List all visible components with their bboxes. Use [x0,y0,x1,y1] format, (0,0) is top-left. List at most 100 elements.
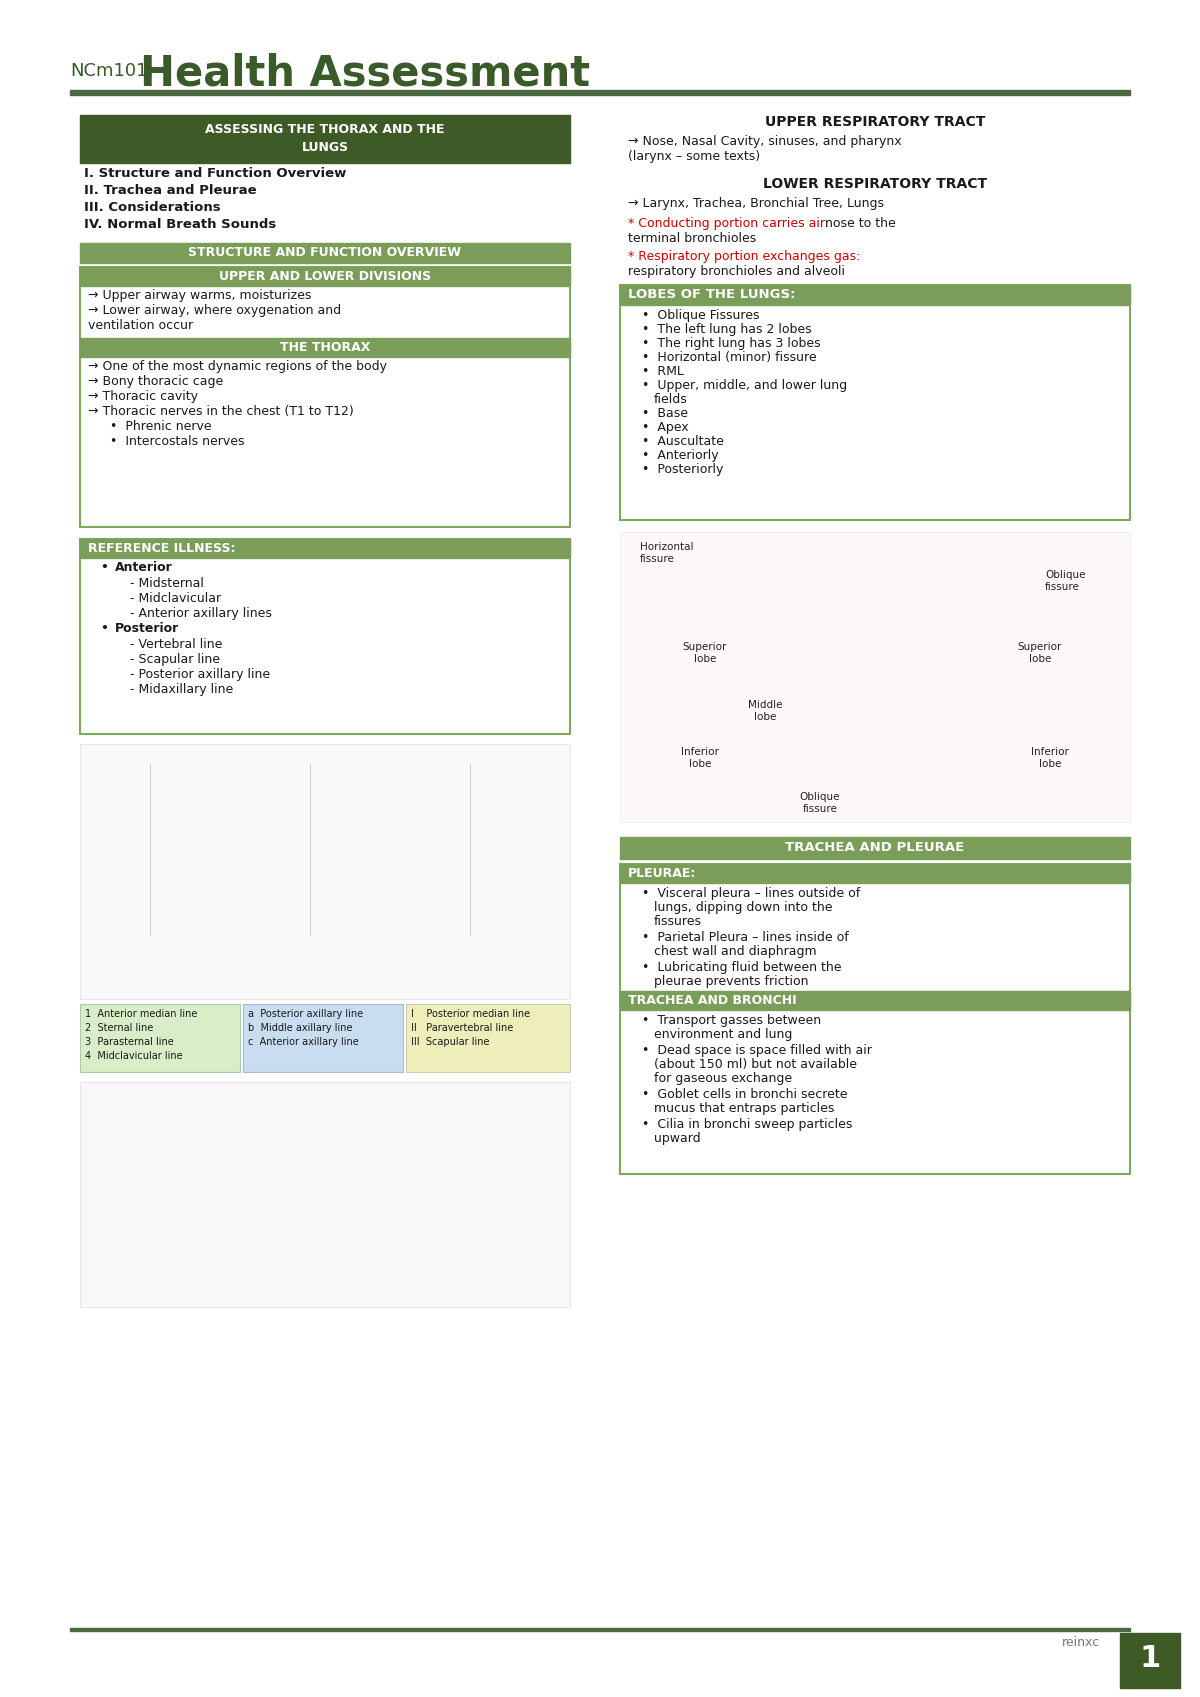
Text: Inferior
lobe: Inferior lobe [1031,747,1069,769]
Text: •  Oblique Fissures: • Oblique Fissures [642,309,760,322]
Text: II   Paravertebral line: II Paravertebral line [410,1023,514,1033]
Bar [80,540,570,558]
Text: Posterior: Posterior [115,623,179,635]
Text: III  Scapular line: III Scapular line [410,1037,490,1047]
Text: 1  Anterior median line: 1 Anterior median line [85,1010,197,1018]
Text: 3  Parasternal line: 3 Parasternal line [85,1037,174,1047]
Text: pleurae prevents friction: pleurae prevents friction [654,976,809,988]
Text: reinxc: reinxc [1062,1636,1100,1649]
Bar [80,338,570,356]
Bar [80,243,570,263]
Text: THE THORAX: THE THORAX [280,341,370,355]
Text: LOWER RESPIRATORY TRACT: LOWER RESPIRATORY TRACT [763,176,988,192]
Text: c  Anterior axillary line: c Anterior axillary line [248,1037,359,1047]
Text: environment and lung: environment and lung [654,1028,792,1040]
Text: III. Considerations: III. Considerations [84,200,221,214]
Text: UPPER RESPIRATORY TRACT: UPPER RESPIRATORY TRACT [764,115,985,129]
Text: → Thoracic cavity: → Thoracic cavity [88,390,198,402]
Text: → Lower airway, where oxygenation and: → Lower airway, where oxygenation and [88,304,341,317]
Text: → One of the most dynamic regions of the body: → One of the most dynamic regions of the… [88,360,386,373]
Text: •  Visceral pleura – lines outside of: • Visceral pleura – lines outside of [642,888,860,899]
Bar [80,115,570,163]
Text: - Midclavicular: - Midclavicular [130,592,221,606]
Text: •  Phrenic nerve: • Phrenic nerve [110,419,211,433]
Text: - Posterior axillary line: - Posterior axillary line [130,669,270,680]
Text: •: • [100,562,108,574]
Text: → Nose, Nasal Cavity, sinuses, and pharynx: → Nose, Nasal Cavity, sinuses, and phary… [628,136,901,148]
Text: •  Lubricating fluid between the: • Lubricating fluid between the [642,961,841,974]
Text: IV. Normal Breath Sounds: IV. Normal Breath Sounds [84,217,276,231]
Text: fissures: fissures [654,915,702,928]
Text: •  Transport gasses between: • Transport gasses between [642,1015,821,1027]
Text: 2  Sternal line: 2 Sternal line [85,1023,154,1033]
Text: → Upper airway warms, moisturizes: → Upper airway warms, moisturizes [88,288,311,302]
Text: ventilation occur: ventilation occur [88,319,193,333]
Text: LOBES OF THE LUNGS:: LOBES OF THE LUNGS: [628,288,796,300]
Text: PLEURAE:: PLEURAE: [628,867,696,881]
Text: Anterior: Anterior [115,562,173,574]
Bar [80,540,570,735]
Text: STRUCTURE AND FUNCTION OVERVIEW: STRUCTURE AND FUNCTION OVERVIEW [188,246,462,260]
Text: •: • [100,623,108,635]
Bar [70,90,1130,95]
Text: chest wall and diaphragm: chest wall and diaphragm [654,945,817,959]
Text: (about 150 ml) but not available: (about 150 ml) but not available [654,1057,857,1071]
Bar [80,1083,570,1307]
Text: II. Trachea and Pleurae: II. Trachea and Pleurae [84,183,257,197]
Text: → Thoracic nerves in the chest (T1 to T12): → Thoracic nerves in the chest (T1 to T1… [88,406,354,417]
Bar [80,266,570,287]
Text: I    Posterior median line: I Posterior median line [410,1010,530,1018]
Text: •  Auscultate: • Auscultate [642,434,724,448]
Text: •  Posteriorly: • Posteriorly [642,463,724,475]
Bar [620,864,1130,1174]
Text: •  Base: • Base [642,407,688,419]
Text: •  RML: • RML [642,365,684,378]
Text: → Larynx, Trachea, Bronchial Tree, Lungs: → Larynx, Trachea, Bronchial Tree, Lungs [628,197,884,210]
Text: Oblique
fissure: Oblique fissure [1045,570,1086,592]
Text: b  Middle axillary line: b Middle axillary line [248,1023,353,1033]
Text: •  Dead space is space filled with air: • Dead space is space filled with air [642,1044,872,1057]
Text: - Midaxillary line: - Midaxillary line [130,682,233,696]
Text: •  Upper, middle, and lower lung: • Upper, middle, and lower lung [642,378,847,392]
Text: UPPER AND LOWER DIVISIONS: UPPER AND LOWER DIVISIONS [218,270,431,283]
Text: lungs, dipping down into the: lungs, dipping down into the [654,901,833,915]
Bar [80,743,570,1000]
Text: •  Intercostals nerves: • Intercostals nerves [110,434,245,448]
Text: - Scapular line: - Scapular line [130,653,220,665]
Text: 1: 1 [1139,1644,1160,1673]
Text: fields: fields [654,394,688,406]
Text: •  Horizontal (minor) fissure: • Horizontal (minor) fissure [642,351,817,363]
Text: respiratory bronchioles and alveoli: respiratory bronchioles and alveoli [628,265,845,278]
Bar [620,285,1130,519]
Text: •  Apex: • Apex [642,421,689,434]
Bar [80,266,570,528]
Text: → Bony thoracic cage: → Bony thoracic cage [88,375,223,389]
Text: - Anterior axillary lines: - Anterior axillary lines [130,608,272,619]
Text: •  Goblet cells in bronchi secrete: • Goblet cells in bronchi secrete [642,1088,847,1101]
Text: ASSESSING THE THORAX AND THE: ASSESSING THE THORAX AND THE [205,122,445,136]
Text: upward: upward [654,1132,701,1145]
Text: •  Parietal Pleura – lines inside of: • Parietal Pleura – lines inside of [642,932,848,944]
Text: TRACHEA AND BRONCHI: TRACHEA AND BRONCHI [628,994,797,1006]
Text: (larynx – some texts): (larynx – some texts) [628,149,760,163]
Text: * Conducting portion carries air:: * Conducting portion carries air: [628,217,829,231]
Text: * Respiratory portion exchanges gas:: * Respiratory portion exchanges gas: [628,249,860,263]
Text: LUNGS: LUNGS [301,141,348,154]
Text: I. Structure and Function Overview: I. Structure and Function Overview [84,166,347,180]
Bar [620,864,1130,882]
Bar [242,1005,403,1073]
Text: mucus that entraps particles: mucus that entraps particles [654,1101,834,1115]
Text: Superior
lobe: Superior lobe [1018,641,1062,664]
Bar [406,1005,570,1073]
Text: terminal bronchioles: terminal bronchioles [628,232,756,244]
Text: NCm101:: NCm101: [70,63,154,80]
Bar [620,285,1130,305]
Text: Health Assessment: Health Assessment [140,53,590,93]
Text: •  Cilia in bronchi sweep particles: • Cilia in bronchi sweep particles [642,1118,852,1130]
Text: •  Anteriorly: • Anteriorly [642,450,719,462]
Text: 4  Midclavicular line: 4 Midclavicular line [85,1050,182,1061]
Text: - Midsternal: - Midsternal [130,577,204,591]
Text: Inferior
lobe: Inferior lobe [682,747,719,769]
Bar [620,531,1130,821]
Text: TRACHEA AND PLEURAE: TRACHEA AND PLEURAE [785,842,965,854]
